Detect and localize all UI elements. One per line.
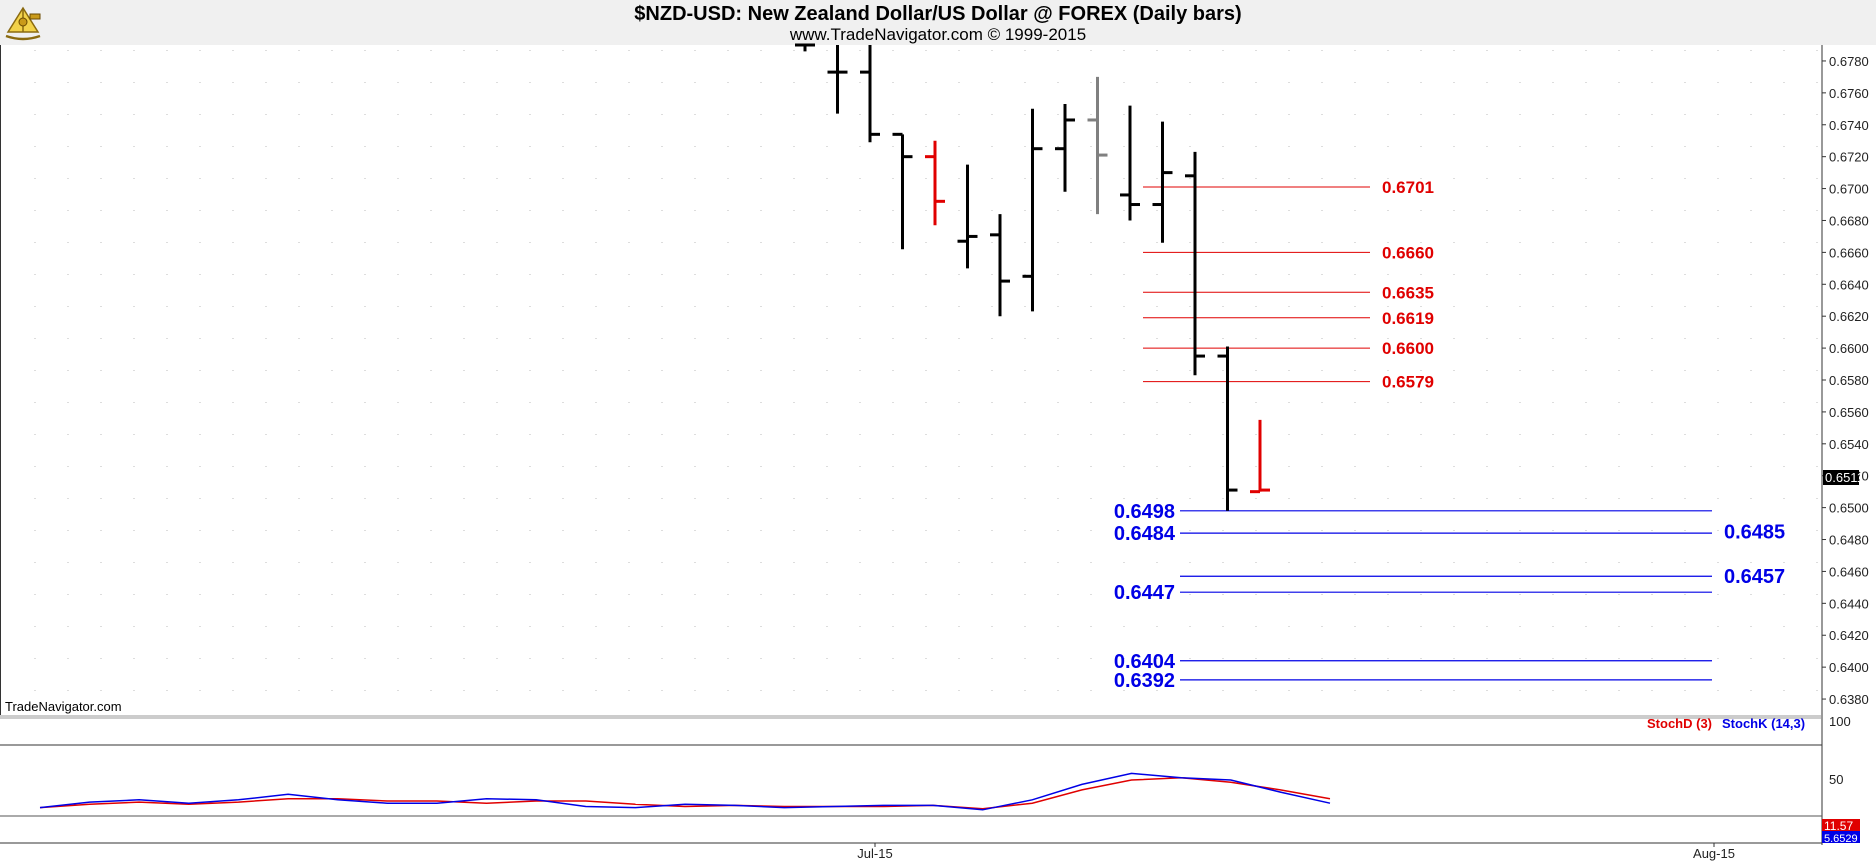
level-lines: 0.6701 0.6660 0.6635 0.6619 0.6600 0.6579 0.64… [1114, 178, 1785, 692]
watermark-text: TradeNavigator.com [5, 699, 122, 714]
price-tick-label: 0.6480 [1829, 533, 1869, 548]
stoch-tick-100: 100 [1829, 714, 1851, 729]
copyright-text: www.TradeNavigator.com © 1999-2015 [789, 25, 1087, 44]
stochk-last-bg [1822, 831, 1860, 843]
price-tick-label: 0.6740 [1829, 118, 1869, 133]
last-price-marker: 0.6511 [1823, 470, 1864, 485]
support-label-left: 0.6404 [1114, 651, 1176, 673]
stochk-line [39, 772, 1331, 811]
price-tick-label: 0.6700 [1829, 182, 1869, 197]
resistance-label: 0.6619 [1382, 309, 1434, 328]
price-grid [34, 50, 1818, 712]
stochastic-pane [39, 772, 1331, 811]
price-tick-label: 0.6560 [1829, 405, 1869, 420]
price-tick-label: 0.6460 [1829, 564, 1869, 579]
stoch-tick-50: 50 [1829, 772, 1843, 787]
support-label-right: 0.6485 [1724, 522, 1785, 544]
price-tick-label: 0.6580 [1829, 373, 1869, 388]
price-tick-label: 0.6440 [1829, 596, 1869, 611]
price-tick-label: 0.6760 [1829, 86, 1869, 101]
stochk-last-value: 5.6529 [1824, 833, 1858, 845]
support-label-left: 0.6484 [1114, 523, 1176, 545]
price-tick-label: 0.6660 [1829, 245, 1869, 260]
price-tick-label: 0.6540 [1829, 437, 1869, 452]
resistance-label: 0.6600 [1382, 339, 1434, 358]
price-tick-label: 0.6420 [1829, 628, 1869, 643]
price-tick-label: 0.6620 [1829, 309, 1869, 324]
x-tick-aug: Aug-15 [1693, 846, 1735, 861]
resistance-label: 0.6660 [1382, 243, 1434, 262]
resistance-label: 0.6579 [1382, 373, 1434, 392]
legend-stochd: StochD (3) [1647, 716, 1712, 731]
support-label-left: 0.6447 [1114, 582, 1175, 604]
stochd-last-bg [1822, 819, 1860, 833]
price-tick-label: 0.6780 [1829, 54, 1869, 69]
stochd-last-value: 11.57 [1824, 819, 1853, 833]
chart-title: $NZD-USD: New Zealand Dollar/US Dollar @… [634, 3, 1242, 25]
price-tick-label: 0.6680 [1829, 213, 1869, 228]
price-axis-labels: 0.6780 0.6760 0.6740 0.6720 0.6700 0.6680 0.66… [1822, 54, 1869, 707]
last-price-label: 0.6511 [1825, 470, 1864, 485]
support-label-left: 0.6392 [1114, 670, 1175, 692]
left-border [0, 45, 1, 715]
support-label-right: 0.6457 [1724, 566, 1785, 588]
stochd-line [39, 777, 1331, 810]
price-tick-label: 0.6600 [1829, 341, 1869, 356]
price-tick-label: 0.6640 [1829, 277, 1869, 292]
price-bars [795, 43, 1270, 511]
resistance-label: 0.6635 [1382, 283, 1434, 302]
legend-stochk: StochK (14,3) [1722, 716, 1805, 731]
price-tick-label: 0.6380 [1829, 692, 1869, 707]
resistance-label: 0.6701 [1382, 178, 1434, 197]
price-tick-label: 0.6720 [1829, 150, 1869, 165]
sextant-logo-icon [5, 6, 41, 41]
price-tick-label: 0.6500 [1829, 501, 1869, 516]
x-tick-jul: Jul-15 [857, 846, 892, 861]
time-axis: Jul-15 Aug-15 [857, 843, 1735, 861]
chart-header: $NZD-USD: New Zealand Dollar/US Dollar @… [0, 0, 1876, 45]
price-tick-label: 0.6400 [1829, 660, 1869, 675]
support-label-left: 0.6498 [1114, 501, 1175, 523]
